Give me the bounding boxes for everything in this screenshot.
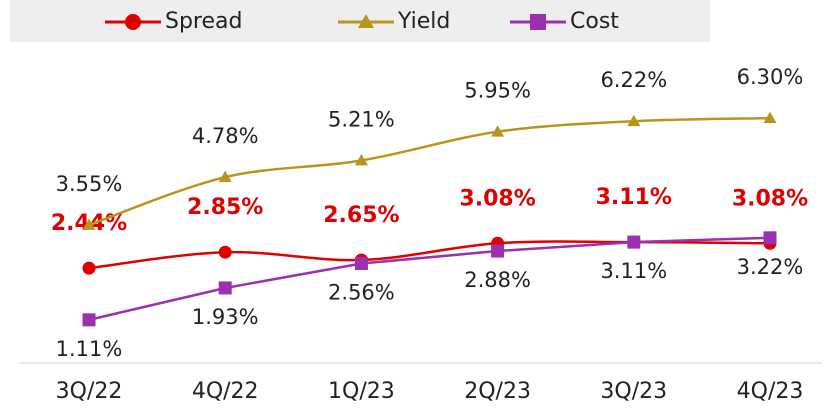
x-tick-label: 4Q/22: [192, 379, 259, 404]
marker: [627, 235, 641, 249]
legend-label: Spread: [165, 9, 242, 34]
data-label: 2.56%: [328, 280, 395, 304]
marker: [218, 170, 232, 183]
x-tick-label: 2Q/23: [464, 379, 531, 404]
data-label: 3.08%: [732, 186, 808, 211]
marker: [491, 244, 505, 258]
marker: [763, 111, 777, 123]
series-line: [88, 236, 771, 322]
data-label: 6.22%: [600, 68, 667, 92]
marker: [82, 261, 96, 275]
marker: [763, 231, 777, 245]
data-label: 3.22%: [737, 255, 804, 279]
data-label: 5.95%: [464, 79, 531, 103]
legend-label: Cost: [570, 9, 619, 34]
data-label: 3.11%: [600, 259, 667, 283]
marker: [218, 245, 232, 259]
marker: [82, 218, 96, 230]
data-label: 1.93%: [192, 305, 259, 329]
x-tick-label: 3Q/22: [56, 379, 123, 404]
marker: [218, 281, 232, 295]
series-line: [88, 240, 771, 270]
marker: [354, 153, 368, 166]
series-line: [88, 116, 771, 227]
data-label: 2.85%: [187, 195, 263, 220]
data-label: 1.11%: [56, 337, 123, 361]
legend-marker: [125, 14, 141, 30]
data-label: 2.65%: [323, 203, 399, 228]
x-tick-label: 1Q/23: [328, 379, 395, 404]
data-label: 3.11%: [596, 185, 672, 210]
x-tick-label: 3Q/23: [600, 379, 667, 404]
marker: [627, 114, 641, 127]
legend-marker: [530, 14, 546, 30]
legend-marker: [358, 14, 374, 28]
data-label: 5.21%: [328, 107, 395, 131]
data-label: 3.08%: [459, 186, 535, 211]
data-label: 4.78%: [192, 124, 259, 148]
legend-label: Yield: [397, 9, 450, 34]
marker: [82, 313, 96, 327]
marker: [354, 256, 368, 270]
data-label: 6.30%: [737, 65, 804, 89]
data-label: 3.55%: [56, 172, 123, 196]
data-label: 2.88%: [464, 268, 531, 292]
x-tick-label: 4Q/23: [737, 379, 804, 404]
marker: [491, 125, 505, 137]
